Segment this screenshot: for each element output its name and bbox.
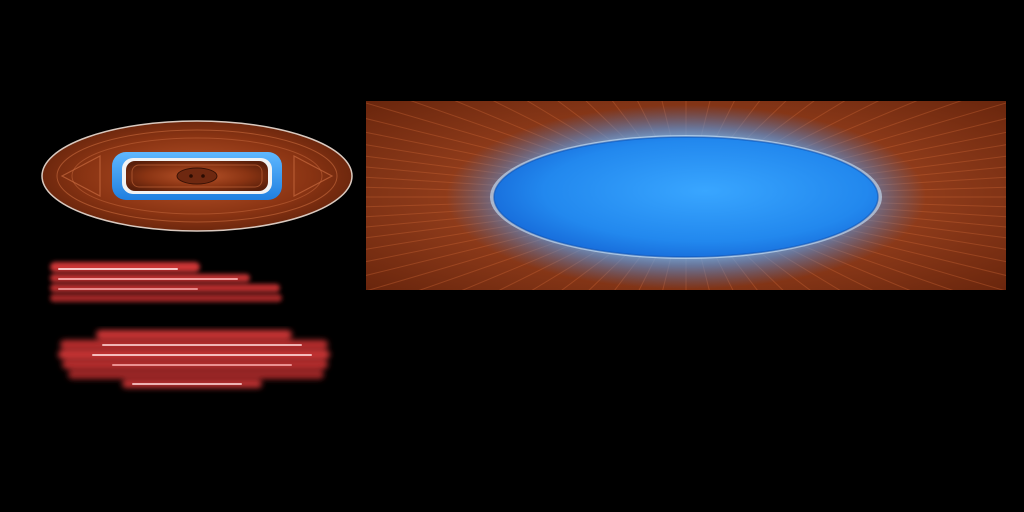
glow-bar-icon	[50, 262, 282, 302]
oval-board-icon	[41, 120, 353, 232]
glow-bar-icon	[58, 330, 330, 388]
surfboard-emblem	[40, 118, 354, 234]
portal-oval-icon	[366, 101, 1006, 290]
red-glow-strip-b	[52, 326, 336, 394]
red-glow-strip-a	[44, 256, 288, 308]
blue-portal-panel	[366, 101, 1006, 290]
